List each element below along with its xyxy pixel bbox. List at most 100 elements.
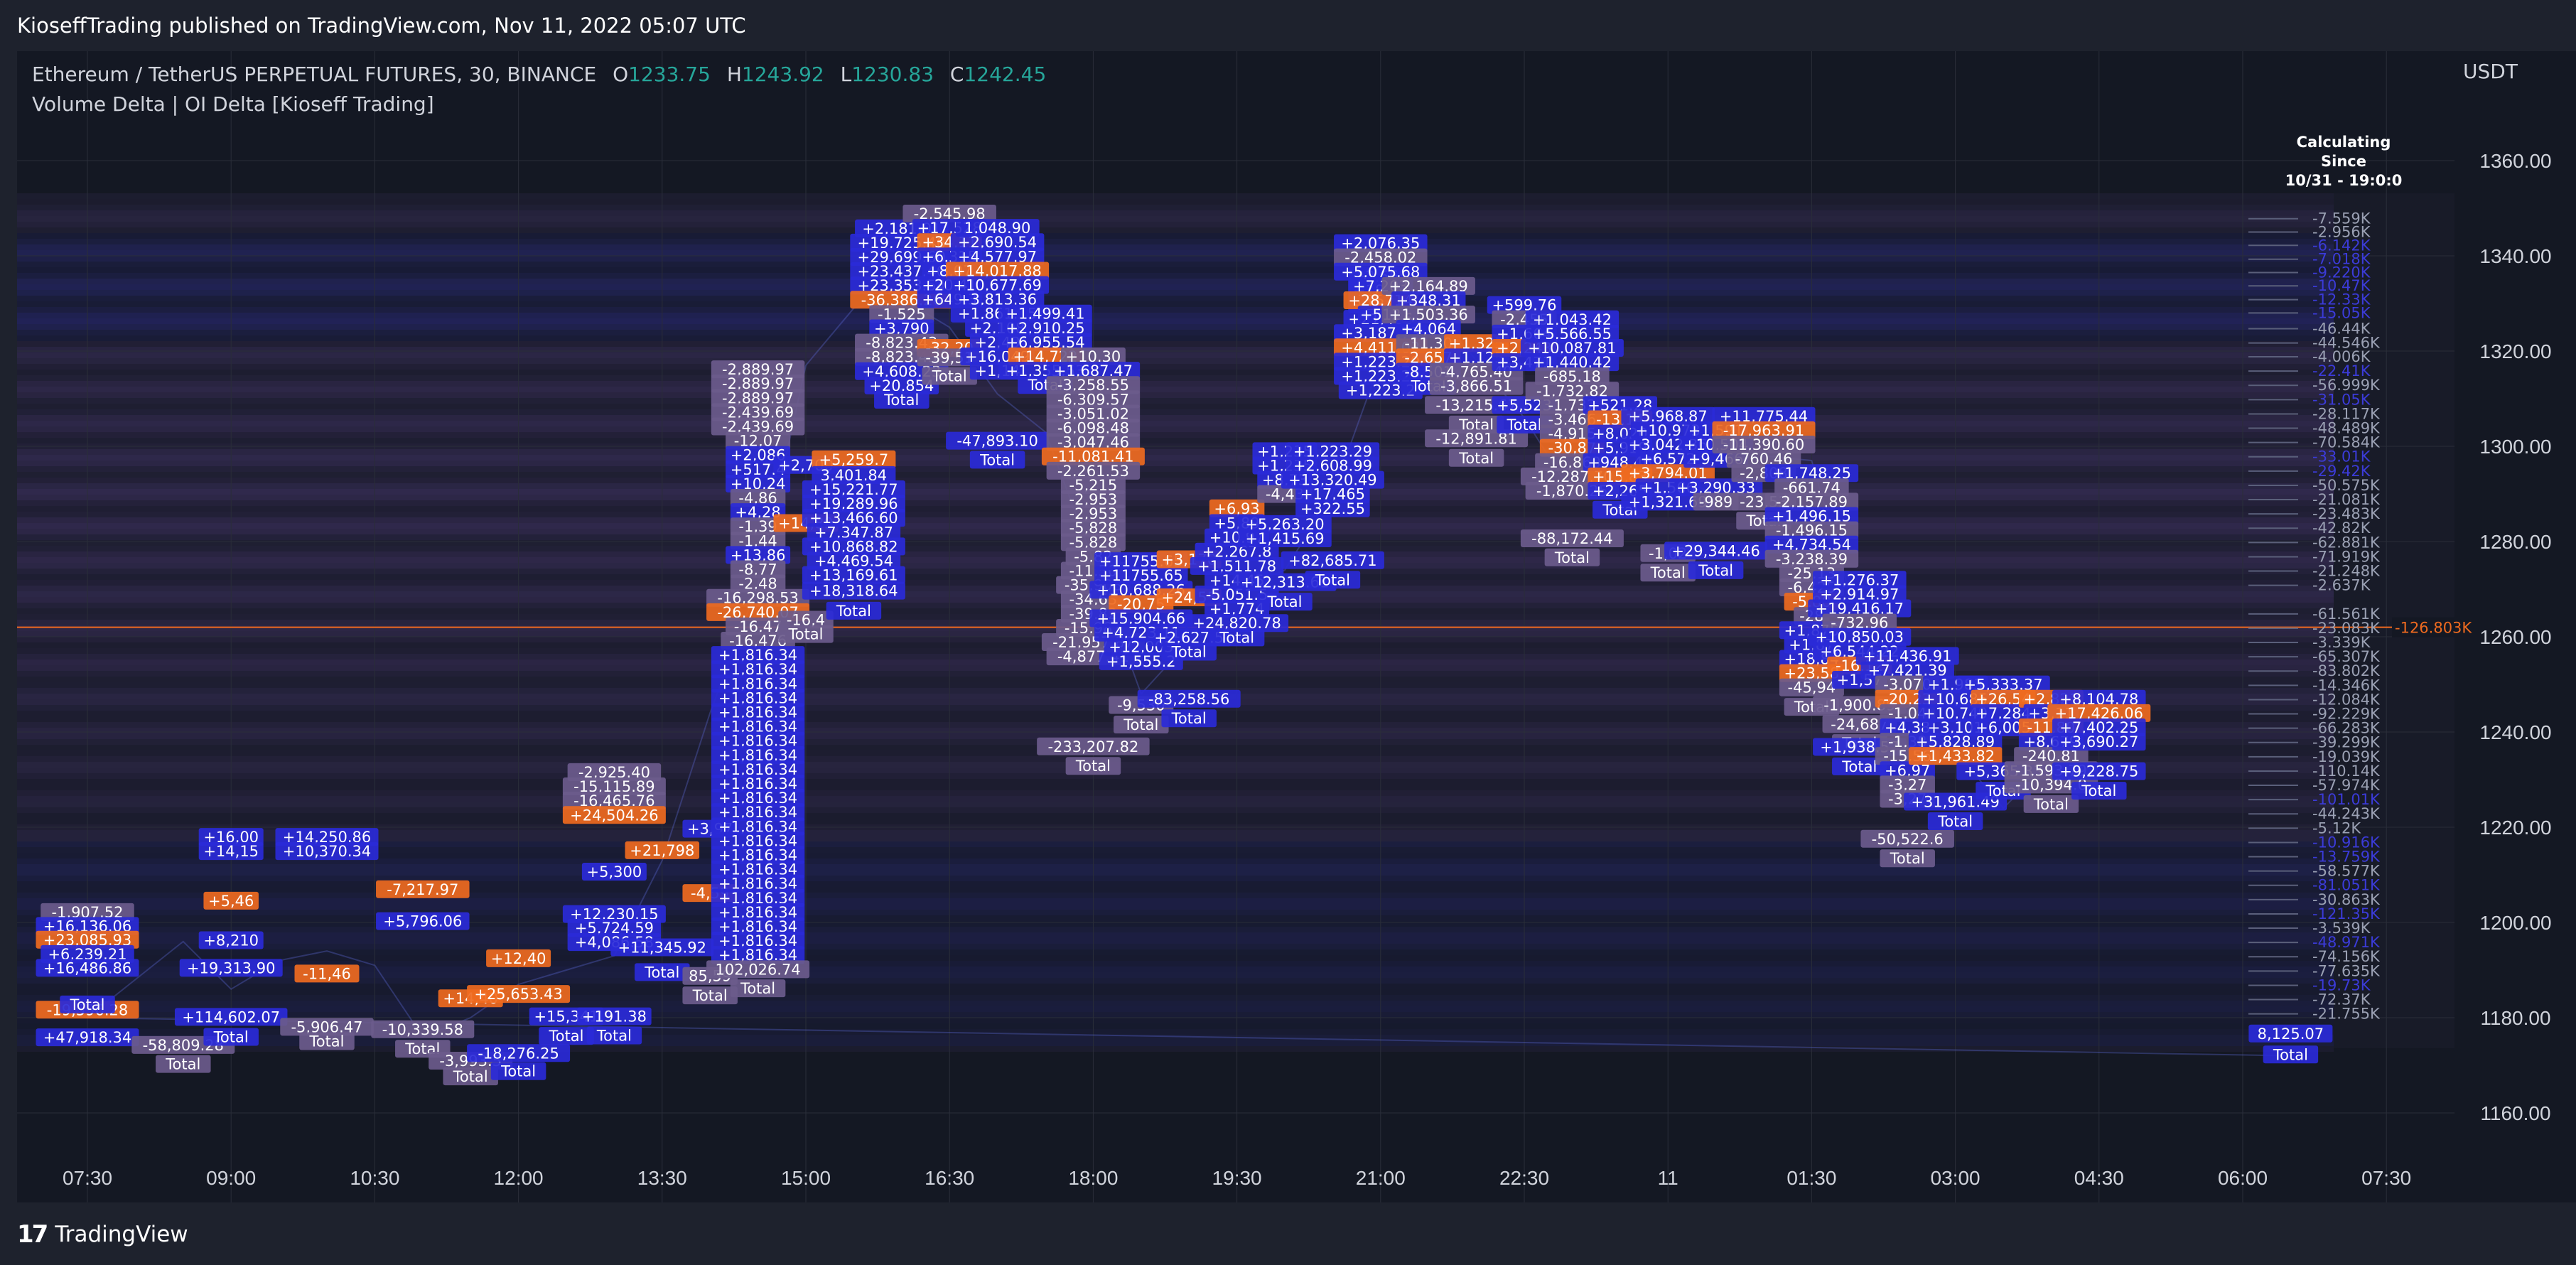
delta-label-box [2047, 704, 2151, 722]
delta-label-text: -24,687 [1831, 716, 1888, 733]
delta-label-box [706, 960, 810, 979]
delta-label-text: +5,796.06 [383, 913, 462, 930]
close-label: C [949, 63, 964, 86]
price-scale[interactable] [2454, 51, 2576, 1202]
calculating-since-line1: Calculating Since [2296, 134, 2391, 170]
delta-label-box [1295, 485, 1370, 503]
profile-band [17, 961, 2334, 967]
profile-band [17, 762, 2334, 768]
x-tick-label: 15:00 [781, 1167, 831, 1189]
delta-label-box [721, 632, 795, 650]
profile-band [17, 461, 2334, 466]
profile-band [17, 398, 2334, 404]
delta-label-box [1161, 709, 1217, 728]
oi-delta-label: -12.084K [2312, 691, 2381, 708]
delta-label-box [1640, 564, 1696, 582]
delta-label-box [1425, 429, 1529, 448]
delta-label-text: Total [2273, 1046, 2308, 1063]
delta-label-box [371, 1020, 475, 1038]
oi-delta-label: -4.006K [2312, 348, 2371, 365]
delta-label-box [1880, 718, 1935, 736]
delta-label-box [1779, 678, 1844, 696]
delta-label-text: Total [1937, 813, 1973, 830]
delta-label-box [711, 789, 805, 807]
profile-band [17, 375, 2334, 381]
profile-band [17, 222, 2334, 227]
profile-band [17, 210, 2334, 216]
profile-band [17, 682, 2334, 688]
delta-label-box [778, 625, 834, 643]
delta-label-box [156, 1055, 211, 1073]
delta-label-box [812, 465, 896, 484]
delta-label-box [275, 842, 379, 861]
profile-band [17, 335, 2334, 341]
oi-delta-label: -13.759K [2312, 849, 2381, 866]
delta-label-box [198, 842, 264, 861]
delta-label-box [1520, 338, 1624, 357]
profile-band [17, 534, 2334, 540]
delta-label-box [562, 806, 666, 824]
delta-label-box [1295, 499, 1370, 517]
delta-label-box [1161, 642, 1217, 661]
delta-label-box [467, 1044, 571, 1062]
profile-band [17, 352, 2334, 358]
delta-label-text: +8,210 [203, 932, 259, 949]
delta-label-box [1832, 757, 1887, 775]
profile-band [17, 989, 2334, 995]
y-tick-label: 1160.00 [2480, 1102, 2550, 1124]
last-price-badge [2392, 617, 2454, 637]
x-tick-label: 21:00 [1356, 1167, 1406, 1189]
profile-band [17, 1040, 2334, 1046]
oi-delta-label: -9.220K [2312, 264, 2371, 281]
profile-band [17, 301, 2334, 307]
profile-band [17, 426, 2334, 432]
profile-band [17, 910, 2334, 915]
profile-band [17, 841, 2334, 847]
oi-delta-label: -2.637K [2312, 577, 2371, 594]
currency-label[interactable]: USDT [2463, 60, 2518, 83]
indicator-name[interactable]: Volume Delta | OI Delta [Kioseff Trading… [32, 92, 434, 116]
profile-band [17, 893, 2334, 898]
x-tick-label: 07:30 [2361, 1167, 2411, 1189]
symbol-name[interactable]: Ethereum / TetherUS PERPETUAL FUTURES, 3… [32, 63, 597, 86]
delta-label-box [2052, 733, 2146, 751]
profile-band [17, 864, 2334, 870]
profile-band [17, 1023, 2334, 1029]
open-label: O [613, 63, 629, 86]
x-tick-label: 11 [1658, 1167, 1678, 1189]
oi-delta-label: -57.974K [2312, 777, 2381, 794]
delta-label-text: Total [787, 626, 823, 643]
delta-label-box [730, 979, 786, 998]
profile-band [17, 807, 2334, 813]
delta-label-box [1693, 492, 1739, 511]
delta-label-box [711, 360, 805, 379]
x-tick-label: 12:00 [494, 1167, 544, 1189]
delta-label-box [1046, 390, 1141, 409]
x-tick-label: 04:30 [2074, 1167, 2124, 1189]
delta-label-box [902, 205, 996, 223]
delta-label-box [711, 417, 805, 436]
delta-label-box [1860, 661, 1954, 679]
delta-label-box [1669, 478, 1763, 497]
x-tick-label: 01:30 [1787, 1167, 1836, 1189]
profile-band [17, 193, 2334, 199]
delta-label-text: +14,15 [203, 843, 259, 860]
x-tick-label: 07:30 [63, 1167, 112, 1189]
delta-label-box [1813, 585, 1907, 603]
delta-label-box [567, 763, 662, 781]
delta-label-box [998, 304, 1092, 323]
y-tick-label: 1300.00 [2479, 436, 2551, 458]
delta-label-box [1544, 548, 1600, 566]
profile-band [17, 205, 2334, 210]
oi-delta-label: -42.82K [2312, 520, 2371, 537]
profile-band [17, 370, 2334, 375]
delta-label-box [41, 903, 134, 921]
delta-label-box [41, 944, 134, 963]
profile-band [17, 1018, 2334, 1023]
profile-band [17, 705, 2334, 711]
delta-label-box [1956, 675, 2050, 694]
calculating-since-line2: 10/31 - 19:0:0 [2285, 172, 2403, 189]
delta-label-box [950, 233, 1045, 252]
delta-label-box [682, 986, 738, 1005]
